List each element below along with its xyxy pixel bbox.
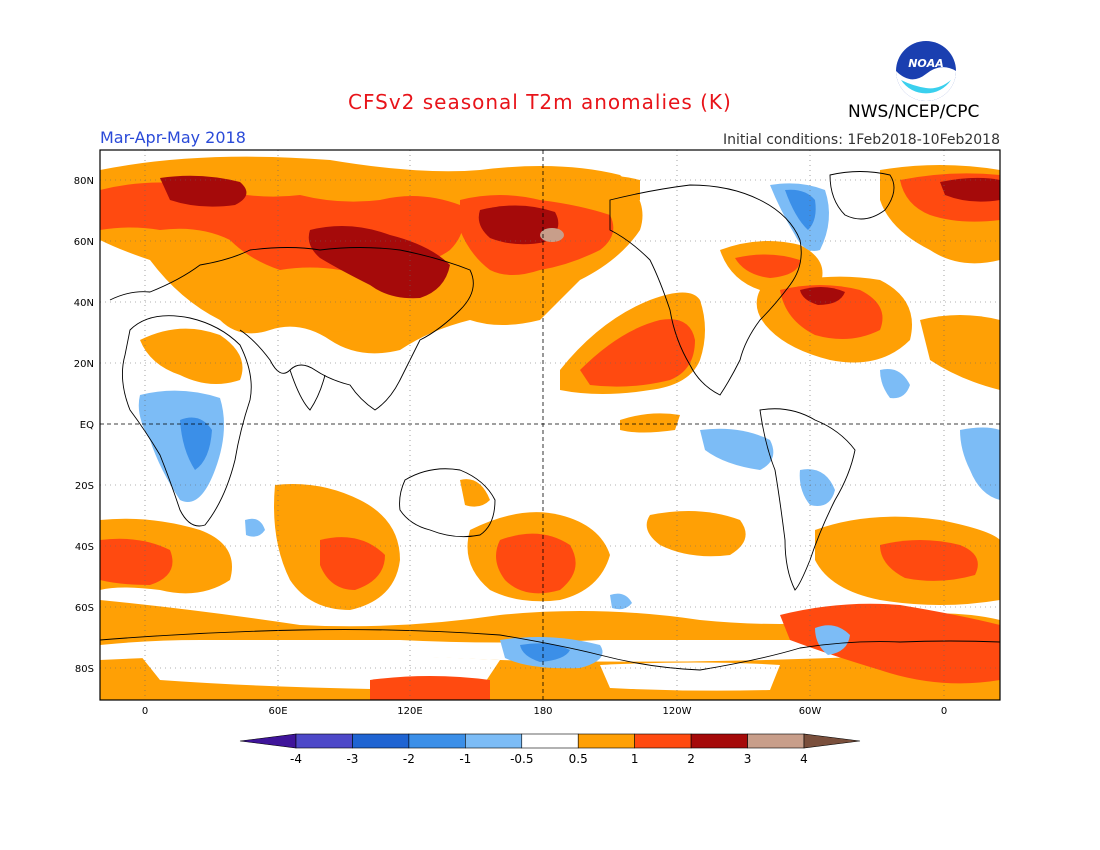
colorbar: -4 -3 -2 -1 -0.5 0.5 1 2 3 4	[239, 733, 861, 766]
lat-label: 60N	[74, 237, 94, 248]
lat-label: 80N	[74, 176, 94, 187]
lon-label: 60W	[799, 706, 822, 717]
lon-label: 0	[142, 706, 148, 717]
colorbar-segment	[408, 733, 466, 749]
latitude-axis: 80N 60N 40N 20N EQ 20S 40S 60S 80S	[74, 176, 94, 675]
lat-label: 20N	[74, 359, 94, 370]
colorbar-label: 3	[744, 752, 752, 766]
colorbar-segment	[803, 733, 861, 749]
colorbar-label: 0.5	[569, 752, 588, 766]
lat-label: 60S	[75, 603, 94, 614]
colorbar-segment	[295, 733, 353, 749]
svg-text:NOAA: NOAA	[908, 57, 944, 70]
lat-label: 20S	[75, 481, 94, 492]
noaa-logo: NOAA	[895, 40, 957, 102]
colorbar-label: -4	[290, 752, 302, 766]
colorbar-label: -0.5	[510, 752, 533, 766]
colorbar-label: -2	[403, 752, 415, 766]
colorbar-segment	[465, 733, 523, 749]
map-frame	[99, 149, 1001, 701]
lat-label: EQ	[80, 420, 94, 431]
colorbar-segment	[634, 733, 692, 749]
agency-label: NWS/NCEP/CPC	[848, 102, 980, 122]
lat-label: 80S	[75, 664, 94, 675]
lon-label: 0	[941, 706, 947, 717]
anomaly-field	[100, 150, 1000, 700]
lat-label: 40N	[74, 298, 94, 309]
map-title: CFSv2 seasonal T2m anomalies (K)	[348, 90, 732, 114]
colorbar-label: 1	[631, 752, 639, 766]
lon-label: 60E	[268, 706, 287, 717]
forecast-period: Mar-Apr-May 2018	[100, 128, 246, 147]
graticule	[100, 150, 1000, 700]
initial-conditions: Initial conditions: 1Feb2018-10Feb2018	[723, 132, 1000, 148]
lon-label: 120E	[397, 706, 422, 717]
colorbar-label: 4	[800, 752, 808, 766]
lon-label: 180	[533, 706, 552, 717]
lat-label: 40S	[75, 542, 94, 553]
longitude-axis: 0 60E 120E 180 120W 60W 0	[142, 706, 947, 717]
colorbar-label: -1	[459, 752, 471, 766]
colorbar-segment	[521, 733, 579, 749]
colorbar-segment	[352, 733, 410, 749]
lon-label: 120W	[663, 706, 692, 717]
colorbar-label: 2	[687, 752, 695, 766]
colorbar-segment	[239, 733, 297, 749]
colorbar-segment	[690, 733, 748, 749]
colorbar-segment	[747, 733, 805, 749]
colorbar-label: -3	[346, 752, 358, 766]
colorbar-segment	[577, 733, 635, 749]
